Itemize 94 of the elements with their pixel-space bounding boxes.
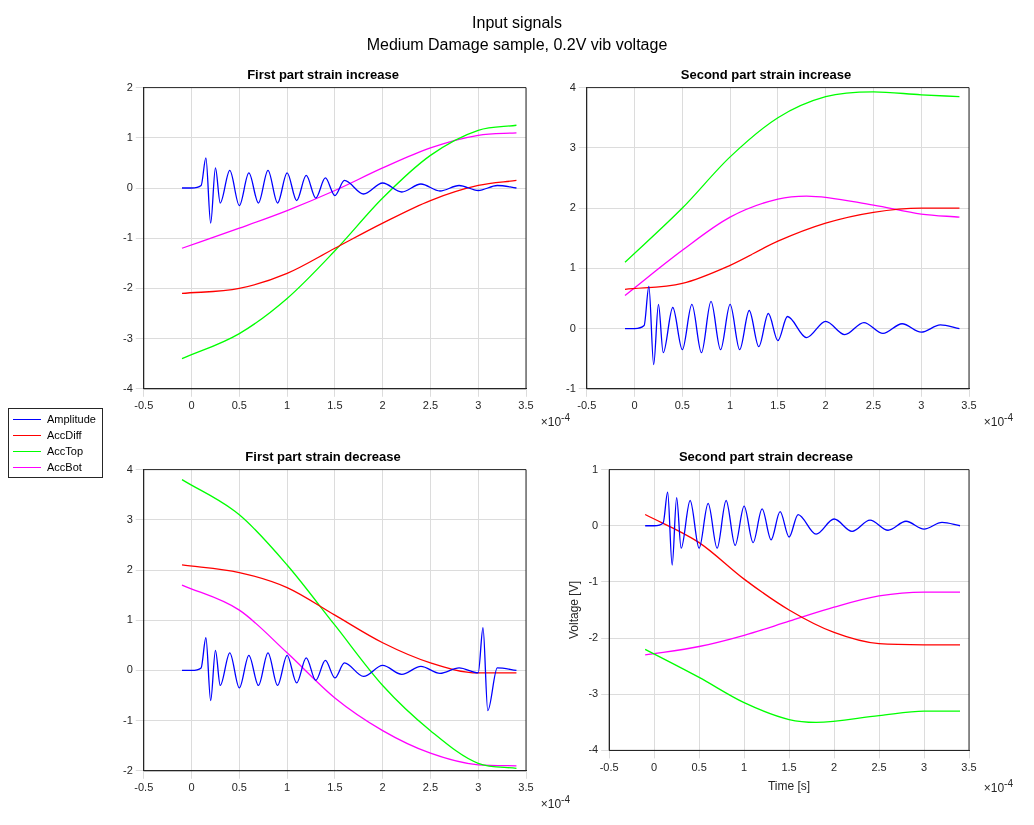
y-tick-label: -2 [123,281,133,294]
x-tick-label: 3 [475,781,482,794]
y-tick-label: 0 [592,518,599,531]
y-tick-label: 2 [569,201,576,214]
y-tick-label: -1 [588,574,599,587]
x-tick-label: 2.5 [871,761,887,774]
line-series [181,157,518,224]
line-series [181,478,518,769]
line-series [624,91,961,263]
x-tick-label: 3.5 [518,399,534,412]
x-tick-label: 1 [284,781,291,794]
x-tick-label: 0 [188,781,195,794]
y-tick-label: 1 [592,462,599,475]
line-series [624,207,961,291]
y-tick-label: 2 [126,563,133,576]
y-tick-label: 3 [569,140,576,153]
x-tick-label: 2 [822,399,829,412]
line-series [181,564,518,674]
text: ×10$^{-4}$ [983,412,1013,429]
y-tick-label: 1 [569,261,576,274]
line-series [644,648,961,723]
x-tick-label: -0.5 [577,399,597,412]
x-tick-label: 0.5 [231,399,247,412]
x-tick-label: 1.5 [327,399,343,412]
y-tick-label: 0 [569,321,576,334]
chart-title: Second part strain decrease [678,449,854,465]
line-series [181,124,518,360]
x-tick-label: -0.5 [599,761,619,774]
x-tick-label: 1.5 [781,761,797,774]
y-tick-label: -4 [123,381,133,394]
y-tick-label: 1 [126,130,133,143]
y-tick-label: -1 [123,231,133,244]
chart-title: First part strain decrease [245,449,401,465]
line-series [644,513,961,646]
x-tick-label: 3 [475,399,482,412]
y-axis-title: Voltage [V] [566,580,581,640]
y-tick-label: 3 [126,512,133,525]
x-tick-label: 1.5 [770,399,786,412]
x-tick-label: 1.5 [327,781,343,794]
x-tick-label: 2.5 [422,399,439,412]
chart-title: Second part strain increase [680,67,852,83]
y-tick-label: 4 [569,80,576,93]
y-tick-label: -4 [588,743,599,756]
y-tick-label: -2 [123,763,133,776]
x-tick-label: 3.5 [961,399,977,412]
y-tick-label: -1 [123,713,133,726]
chart-title: First part strain increase [247,67,399,83]
text: ×10$^{-4}$ [540,412,570,429]
y-tick-label: -2 [588,631,599,644]
text: ×10$^{-4}$ [540,794,570,811]
line-series [181,179,518,295]
line-series [644,591,961,656]
y-tick-label: 0 [126,181,133,194]
line-series [181,132,518,249]
line-series [624,195,961,297]
legend-label: AccDiff [47,429,82,441]
x-tick-label: 2 [379,781,386,794]
legend-label: AccBot [47,461,82,473]
y-tick-label: -3 [588,687,599,700]
y-tick-label: 4 [126,462,133,475]
x-tick-label: 0.5 [674,399,690,412]
y-tick-label: -3 [123,331,133,344]
y-tick-label: 1 [126,613,133,626]
x-tick-label: 3.5 [961,761,977,774]
text: Input signals [471,13,563,33]
x-tick-label: 0.5 [231,781,247,794]
legend-label: Amplitude [47,413,96,425]
x-tick-label: 1 [741,761,748,774]
x-tick-label: 2.5 [422,781,439,794]
x-tick-label: 1 [727,399,734,412]
line-series [624,285,961,366]
x-tick-label: 3 [918,399,925,412]
x-tick-label: 0.5 [691,761,707,774]
x-tick-label: 2.5 [865,399,882,412]
line-series [181,584,518,767]
line-series [644,491,961,566]
x-tick-label: 2 [831,761,838,774]
legend-label: AccTop [47,445,84,457]
y-tick-label: 0 [126,663,133,676]
text: ×10$^{-4}$ [983,778,1013,795]
x-tick-label: 3.5 [518,781,534,794]
x-tick-label: 3 [920,761,928,774]
line-series [181,627,518,712]
y-tick-label: 2 [126,80,133,93]
x-tick-label: 2 [379,399,386,412]
y-tick-label: -1 [566,381,576,394]
x-tick-label: 0 [631,399,638,412]
x-tick-label: 0 [188,399,195,412]
x-axis-title: Time [s] [767,779,811,794]
x-tick-label: -0.5 [134,781,154,794]
x-tick-label: 0 [651,761,658,774]
x-tick-label: -0.5 [134,399,154,412]
x-tick-label: 1 [284,399,291,412]
text: Medium Damage sample, 0.2V vib voltage [365,35,669,55]
